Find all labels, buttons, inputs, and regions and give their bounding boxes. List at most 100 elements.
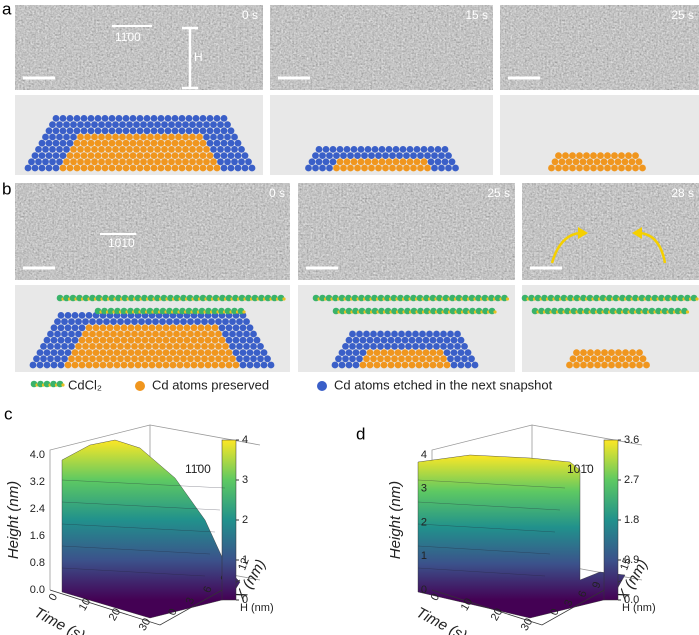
atom — [129, 152, 137, 160]
atom — [134, 361, 142, 369]
atom — [161, 146, 168, 153]
atom — [203, 158, 210, 166]
atom — [157, 139, 165, 147]
atom — [213, 115, 221, 122]
atom — [199, 127, 207, 135]
atom — [96, 355, 103, 363]
atom — [551, 158, 559, 166]
atom — [185, 164, 193, 172]
atom — [98, 133, 105, 141]
atom — [234, 152, 242, 160]
label: Cd atoms etched in the next snapshot — [334, 377, 553, 392]
atom — [162, 336, 170, 344]
atom — [138, 343, 145, 350]
atom — [340, 164, 347, 172]
atom — [82, 318, 89, 325]
atom — [431, 164, 438, 172]
atom — [169, 336, 177, 344]
atom — [50, 336, 58, 344]
atom — [217, 133, 224, 141]
atom — [594, 349, 601, 356]
atom — [639, 164, 646, 172]
atom — [157, 115, 165, 122]
label: 3.2 — [30, 476, 45, 488]
atom — [204, 349, 212, 356]
atom — [38, 164, 46, 172]
atom — [152, 318, 159, 325]
atom — [354, 152, 361, 160]
atom — [208, 343, 215, 350]
atom — [110, 330, 117, 338]
atom — [461, 355, 468, 363]
atom — [35, 158, 42, 166]
atom — [180, 343, 187, 350]
atom — [54, 318, 61, 325]
atom — [47, 330, 54, 338]
atom — [308, 158, 316, 166]
atom — [440, 330, 447, 338]
atom — [115, 127, 123, 135]
atom — [161, 133, 168, 141]
atom — [405, 355, 412, 363]
atom — [35, 146, 42, 153]
atom — [80, 152, 88, 160]
atom — [96, 330, 103, 338]
atom — [196, 133, 203, 141]
atom — [361, 164, 368, 172]
atom — [127, 324, 135, 332]
atom — [63, 121, 70, 128]
atom — [387, 349, 395, 356]
atom — [108, 139, 116, 147]
atom — [204, 324, 212, 332]
atom — [92, 324, 100, 332]
atom — [250, 355, 257, 363]
atom — [342, 343, 349, 350]
atom — [78, 336, 86, 344]
atom — [57, 361, 65, 369]
atom — [426, 330, 433, 338]
atom — [391, 343, 398, 350]
atom — [196, 121, 203, 128]
cd-atom — [493, 310, 497, 314]
atom — [36, 361, 44, 369]
contour — [417, 567, 546, 577]
atom — [89, 318, 96, 325]
atom — [194, 318, 201, 325]
atom — [168, 121, 175, 128]
atom — [587, 349, 594, 356]
label: 0 — [166, 607, 179, 617]
label: 0.0 — [30, 584, 45, 596]
atom — [450, 361, 458, 369]
atom — [370, 343, 377, 350]
atom — [197, 336, 205, 344]
atom — [345, 336, 353, 344]
atom — [28, 158, 35, 166]
atom — [120, 349, 128, 356]
atom — [429, 349, 437, 356]
atom — [245, 158, 252, 166]
label: 4 — [421, 449, 427, 461]
atom — [64, 361, 72, 369]
atom — [89, 355, 96, 363]
atom — [206, 127, 214, 135]
atom — [356, 355, 363, 363]
atom — [56, 133, 63, 141]
atom — [447, 330, 454, 338]
atom — [106, 336, 114, 344]
atom — [85, 312, 93, 319]
atom — [632, 164, 639, 172]
atom — [119, 158, 126, 166]
atom — [433, 330, 440, 338]
atom — [77, 146, 84, 153]
atom — [178, 164, 186, 172]
atom — [389, 152, 396, 160]
atom — [312, 164, 319, 172]
atom — [231, 158, 238, 166]
atom — [201, 318, 208, 325]
atom — [147, 133, 154, 141]
atom — [410, 164, 417, 172]
atom — [210, 158, 217, 166]
atom — [80, 139, 88, 147]
cd-atom — [685, 310, 690, 314]
